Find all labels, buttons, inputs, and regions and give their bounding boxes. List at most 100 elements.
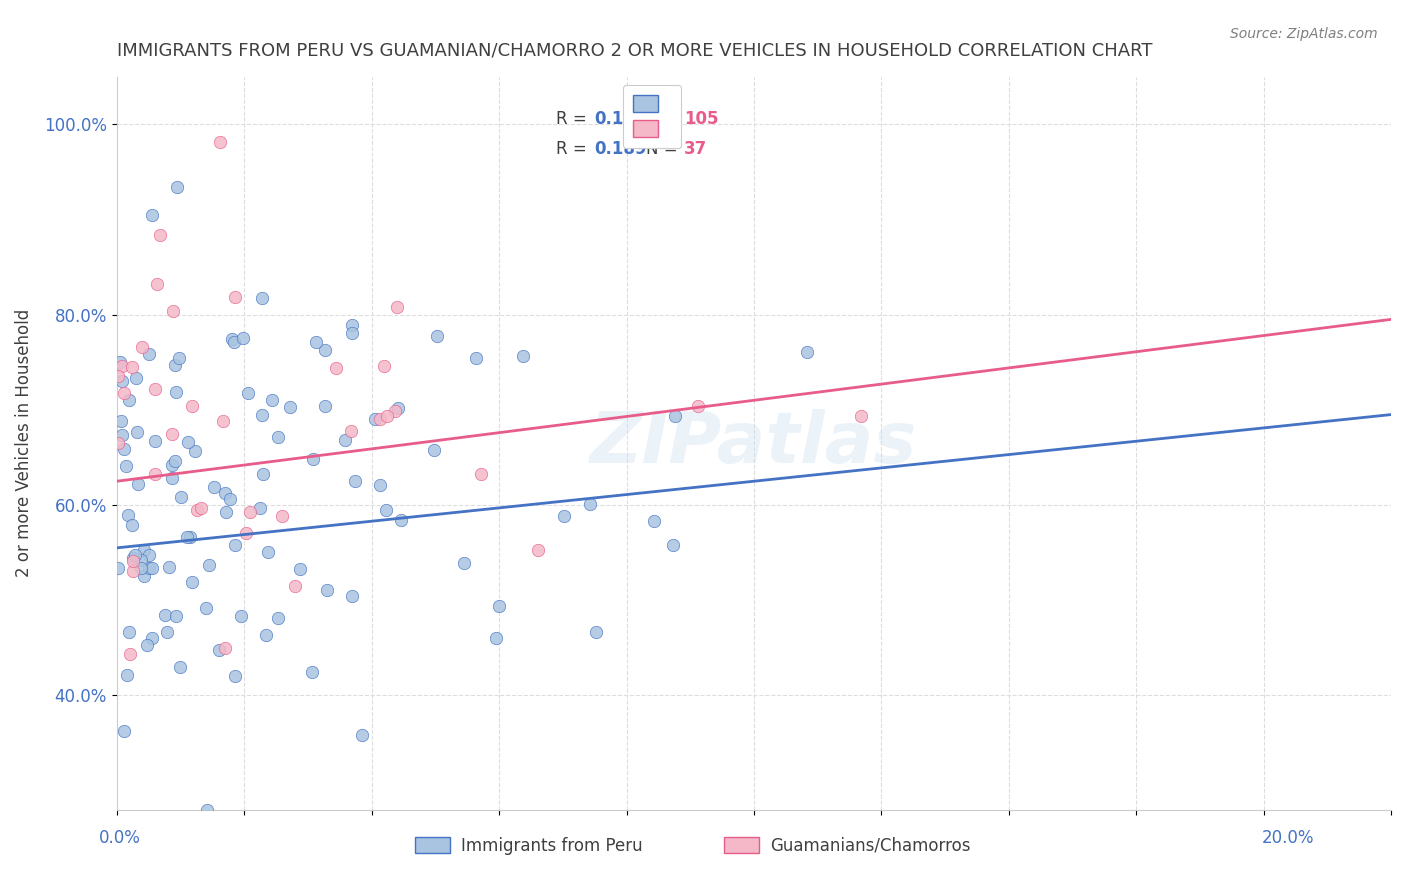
Point bbox=[148, 227, 170, 242]
Point bbox=[262, 393, 284, 408]
Point bbox=[221, 333, 243, 347]
Point bbox=[138, 347, 160, 361]
Point bbox=[170, 490, 193, 504]
Point bbox=[585, 625, 607, 640]
Point bbox=[138, 561, 160, 575]
Point bbox=[290, 562, 312, 576]
Point bbox=[135, 638, 157, 652]
Point bbox=[118, 625, 141, 640]
Point bbox=[219, 491, 242, 506]
Legend: , : , bbox=[623, 85, 681, 148]
Point bbox=[122, 554, 145, 568]
Point bbox=[387, 300, 409, 314]
Point bbox=[107, 436, 129, 450]
Text: Guamanians/Chamorros: Guamanians/Chamorros bbox=[770, 837, 972, 855]
Point bbox=[643, 514, 665, 528]
Point bbox=[222, 334, 245, 349]
Point bbox=[236, 386, 259, 401]
Point bbox=[231, 609, 253, 624]
Point bbox=[368, 478, 391, 492]
Point bbox=[314, 343, 336, 358]
Point bbox=[165, 609, 187, 624]
Point bbox=[160, 458, 183, 472]
Point bbox=[343, 474, 366, 488]
Point bbox=[112, 723, 135, 738]
Point bbox=[364, 412, 387, 426]
Point bbox=[270, 509, 292, 524]
Point bbox=[160, 471, 183, 485]
Point bbox=[333, 433, 356, 447]
Point bbox=[156, 624, 179, 639]
Point bbox=[426, 328, 449, 343]
Point bbox=[121, 565, 143, 579]
Point bbox=[181, 400, 204, 414]
Point bbox=[121, 518, 143, 533]
Point bbox=[190, 500, 212, 515]
Point bbox=[249, 500, 271, 515]
Point bbox=[111, 359, 134, 373]
Text: Source: ZipAtlas.com: Source: ZipAtlas.com bbox=[1230, 27, 1378, 41]
Point bbox=[186, 503, 208, 517]
Point bbox=[176, 435, 198, 450]
Point bbox=[132, 569, 155, 583]
Point bbox=[278, 400, 301, 414]
Point bbox=[686, 400, 709, 414]
Point bbox=[125, 370, 148, 384]
Text: R =: R = bbox=[557, 111, 592, 128]
Point bbox=[373, 359, 395, 373]
Point bbox=[239, 505, 262, 519]
Point bbox=[796, 345, 818, 359]
Point bbox=[111, 427, 134, 442]
Point bbox=[342, 318, 364, 332]
Point bbox=[127, 425, 149, 439]
Point bbox=[180, 574, 202, 589]
Text: N =: N = bbox=[645, 139, 682, 158]
Point bbox=[488, 599, 510, 614]
Point bbox=[512, 350, 534, 364]
Point bbox=[254, 628, 277, 642]
Point bbox=[138, 548, 160, 562]
Point bbox=[315, 583, 337, 598]
Point bbox=[115, 459, 138, 474]
Point bbox=[198, 558, 221, 572]
Point bbox=[118, 647, 141, 661]
Point bbox=[111, 374, 134, 388]
Point bbox=[232, 330, 254, 344]
Point bbox=[157, 560, 180, 574]
Point bbox=[422, 442, 444, 457]
Point bbox=[325, 360, 347, 375]
Point bbox=[214, 640, 236, 655]
Point bbox=[849, 409, 872, 423]
Point bbox=[453, 557, 475, 571]
Point bbox=[207, 642, 229, 657]
Point bbox=[212, 414, 235, 428]
Point bbox=[169, 660, 191, 674]
Point bbox=[163, 454, 186, 468]
Point bbox=[375, 409, 398, 424]
Point bbox=[384, 404, 406, 418]
Text: N =: N = bbox=[645, 111, 682, 128]
Point bbox=[195, 803, 218, 817]
Point bbox=[162, 303, 184, 318]
Point bbox=[267, 430, 290, 444]
Point bbox=[184, 443, 207, 458]
Text: 105: 105 bbox=[683, 111, 718, 128]
Point bbox=[143, 467, 166, 481]
Point bbox=[339, 424, 361, 438]
Point bbox=[387, 401, 409, 415]
Point bbox=[179, 530, 201, 544]
Point bbox=[527, 542, 550, 557]
Text: 20.0%: 20.0% bbox=[1263, 829, 1315, 847]
Point bbox=[131, 340, 153, 354]
Point bbox=[143, 434, 166, 448]
Point bbox=[250, 291, 273, 305]
Point bbox=[464, 351, 486, 365]
Point bbox=[375, 503, 398, 517]
Point bbox=[302, 451, 325, 466]
Point bbox=[122, 550, 145, 565]
Point bbox=[127, 477, 149, 491]
Text: R =: R = bbox=[557, 139, 592, 158]
Point bbox=[470, 467, 492, 481]
Point bbox=[141, 560, 163, 574]
Point bbox=[166, 179, 188, 194]
